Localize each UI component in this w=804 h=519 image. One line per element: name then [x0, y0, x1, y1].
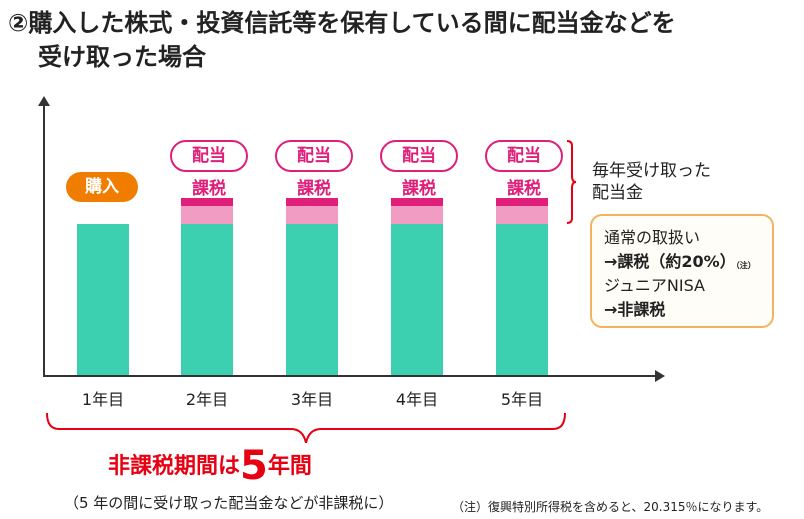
- x-label-year-2: 2年目: [185, 390, 229, 409]
- bar-tax-top: [181, 198, 233, 206]
- page-title: ②購入した株式・投資信託等を保有している間に配当金などを 受け取った場合: [8, 6, 798, 74]
- bar-year-2: [181, 198, 233, 375]
- bar-year-3: [286, 198, 338, 375]
- annual-line-2: 配当金: [592, 183, 643, 203]
- footnote: （注）復興特別所得税を含めると、20.315％になります。: [452, 500, 769, 514]
- bar-base: [391, 224, 443, 375]
- dividend-badge-year-4: 配当: [380, 140, 458, 172]
- bar-tax-top: [286, 198, 338, 206]
- title-line-2: 受け取った場合: [38, 43, 206, 71]
- bar-base: [496, 224, 548, 375]
- normal-tax-text: →課税（約20%）: [604, 252, 736, 271]
- bar-year-1: [77, 224, 129, 375]
- dividend-badge-year-5: 配当: [485, 140, 563, 172]
- bar-tax-top: [391, 198, 443, 206]
- period-suffix: 年間: [267, 454, 312, 479]
- taxed-label-year-5: 課税: [507, 179, 541, 199]
- bar-tax: [286, 206, 338, 224]
- period-prefix: 非課税期間は: [108, 454, 241, 479]
- bar-year-4: [391, 198, 443, 375]
- bar-tax: [496, 206, 548, 224]
- nisa-tax-line: →非課税: [604, 300, 666, 319]
- note-mark: （注）: [735, 261, 756, 270]
- title-line-1: ②購入した株式・投資信託等を保有している間に配当金などを: [8, 9, 676, 37]
- x-label-year-3: 3年目: [290, 390, 334, 409]
- period-subnote: （5 年の間に受け取った配当金などが非課税に）: [64, 494, 394, 512]
- bar-tax-top: [496, 198, 548, 206]
- y-axis: [38, 96, 50, 376]
- bar-base: [181, 224, 233, 375]
- x-axis: [43, 370, 665, 382]
- bar-year-5: [496, 198, 548, 375]
- normal-treatment-label: 通常の取扱い: [604, 228, 701, 247]
- tax-info-box: 通常の取扱い →課税（約20%）（注） ジュニアNISA →非課税: [590, 214, 774, 328]
- bar-tax: [181, 206, 233, 224]
- annual-line-1: 毎年受け取った: [592, 161, 711, 181]
- period-number: 5: [240, 443, 268, 489]
- bottom-brace-icon: [46, 413, 566, 443]
- right-brace-icon: [566, 140, 576, 224]
- dividend-badge-year-3: 配当: [275, 140, 353, 172]
- taxed-label-year-2: 課税: [192, 179, 226, 199]
- annual-dividend-label: 毎年受け取った 配当金: [592, 160, 711, 204]
- x-label-year-1: 1年目: [81, 390, 125, 409]
- dividend-badge-year-2: 配当: [170, 140, 248, 172]
- tax-free-period: 非課税期間は5年間: [108, 446, 312, 486]
- bar-base: [286, 224, 338, 375]
- taxed-label-year-3: 課税: [297, 179, 331, 199]
- junior-nisa-label: ジュニアNISA: [604, 276, 705, 295]
- taxed-label-year-4: 課税: [402, 179, 436, 199]
- bar-tax: [391, 206, 443, 224]
- x-label-year-5: 5年目: [500, 390, 544, 409]
- purchase-badge: 購入: [66, 172, 138, 202]
- normal-tax-line: →課税（約20%）（注）: [604, 250, 760, 274]
- bar-base: [77, 224, 129, 375]
- x-label-year-4: 4年目: [395, 390, 439, 409]
